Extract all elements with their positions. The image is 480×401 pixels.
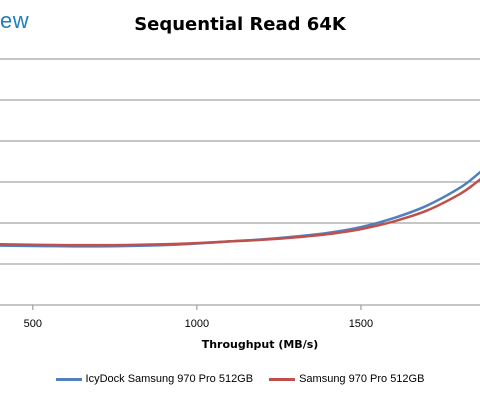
x-tick-labels: 500100015002000	[24, 305, 373, 330]
legend-swatch-series-2	[269, 377, 296, 381]
chart-title: Sequential Read 64K	[134, 14, 346, 35]
x-tick-label-500: 500	[24, 318, 42, 330]
series-lines	[0, 170, 480, 248]
series-line-1	[0, 170, 480, 248]
legend: IcyDock Samsung 970 Pro 512GB Samsung 97…	[0, 373, 480, 385]
legend-item-series-2: Samsung 970 Pro 512GB	[269, 373, 424, 385]
legend-label-series-1: IcyDock Samsung 970 Pro 512GB	[85, 373, 254, 385]
gridlines	[0, 58, 480, 265]
legend-label-series-2: Samsung 970 Pro 512GB	[299, 373, 425, 385]
logo-fragment: ew	[0, 8, 30, 33]
x-tick-label-1500: 1500	[349, 318, 373, 330]
legend-item-series-1: IcyDock Samsung 970 Pro 512GB	[55, 373, 254, 385]
series-line-2	[0, 177, 480, 247]
x-axis-label: Throughput (MB/s)	[201, 338, 319, 351]
legend-swatch-series-1	[55, 377, 82, 381]
x-tick-label-1000: 1000	[185, 318, 209, 330]
